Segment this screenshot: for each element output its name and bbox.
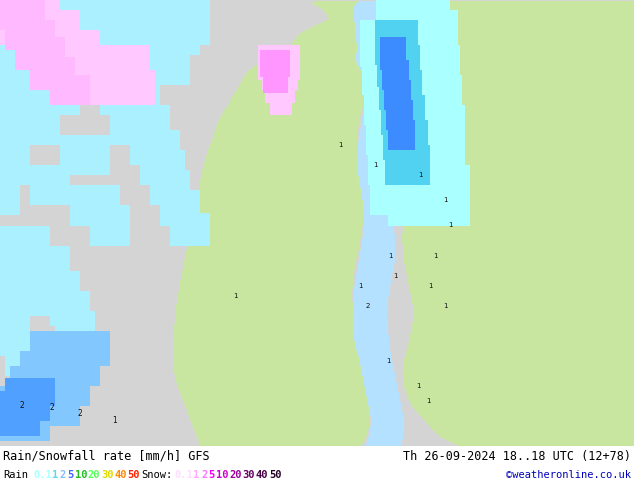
Text: 1: 1 [418,172,422,178]
Text: 2: 2 [201,470,207,480]
Text: 1: 1 [373,162,377,169]
Text: 2: 2 [49,403,55,412]
Text: 50: 50 [127,470,140,480]
Text: 1: 1 [433,252,437,259]
Text: 1: 1 [388,252,392,259]
Text: 1: 1 [338,142,342,148]
Text: 5: 5 [209,470,215,480]
Text: 1: 1 [358,283,362,289]
Text: 30: 30 [101,470,113,480]
Text: 1: 1 [233,293,237,298]
Text: 1: 1 [448,222,452,228]
Text: 1: 1 [443,197,447,203]
Text: 5: 5 [67,470,74,480]
Text: 10: 10 [75,470,87,480]
Text: Snow:: Snow: [141,470,173,480]
Text: 30: 30 [243,470,255,480]
Text: 1: 1 [426,398,430,404]
Text: 20: 20 [87,470,100,480]
Text: 0.1: 0.1 [33,470,52,480]
Text: 1: 1 [392,272,398,278]
Text: 1: 1 [443,303,447,309]
Text: 0.1: 0.1 [174,470,193,480]
Text: 2: 2 [77,409,82,418]
Text: 1: 1 [428,283,432,289]
Text: 40: 40 [256,470,268,480]
Text: ©weatheronline.co.uk: ©weatheronline.co.uk [506,470,631,480]
Text: 2: 2 [20,401,24,410]
Text: 1: 1 [193,470,200,480]
Text: Th 26-09-2024 18..18 UTC (12+78): Th 26-09-2024 18..18 UTC (12+78) [403,450,631,463]
Text: 1: 1 [385,358,391,364]
Text: 20: 20 [230,470,242,480]
Text: 50: 50 [269,470,281,480]
Text: 2: 2 [366,303,370,309]
Text: 2: 2 [60,470,66,480]
Text: Rain/Snowfall rate [mm/h] GFS: Rain/Snowfall rate [mm/h] GFS [3,450,210,463]
Text: 40: 40 [114,470,127,480]
Text: 1: 1 [52,470,58,480]
Text: 1: 1 [416,383,420,389]
Text: 10: 10 [216,470,229,480]
Text: Rain: Rain [3,470,28,480]
Text: 1: 1 [113,416,117,425]
